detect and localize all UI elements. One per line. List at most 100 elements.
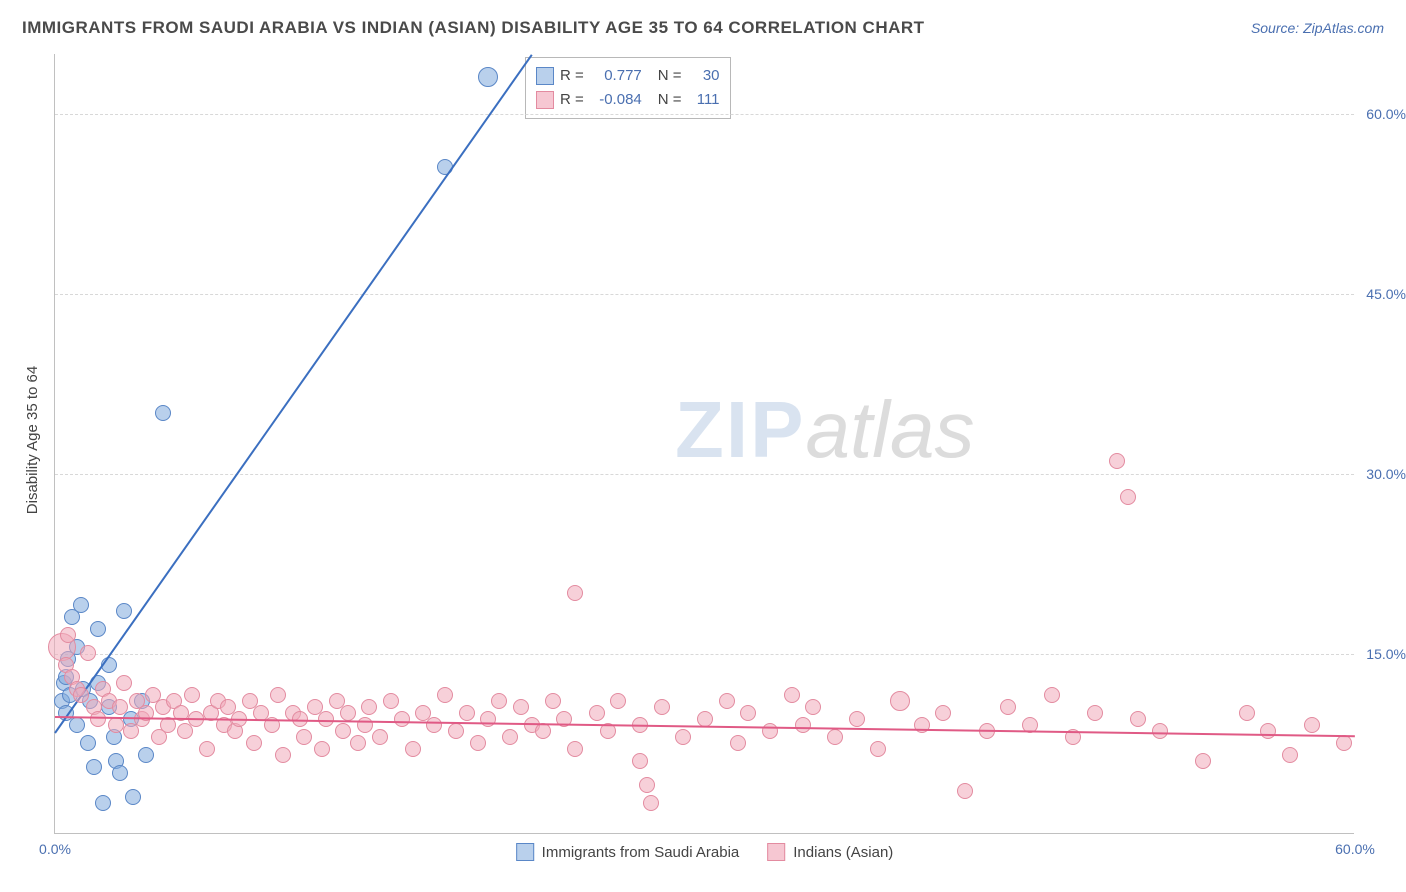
y-tick-label: 15.0% — [1358, 646, 1406, 662]
data-point-indian — [116, 675, 132, 691]
data-point-indian — [740, 705, 756, 721]
data-point-saudi — [73, 597, 89, 613]
correlation-legend: R =0.777N =30R =-0.084N =111 — [525, 57, 731, 119]
data-point-indian — [535, 723, 551, 739]
data-point-indian — [567, 741, 583, 757]
data-point-indian — [610, 693, 626, 709]
y-axis-title: Disability Age 35 to 64 — [24, 366, 41, 514]
data-point-indian — [246, 735, 262, 751]
data-point-indian — [1130, 711, 1146, 727]
chart-title: IMMIGRANTS FROM SAUDI ARABIA VS INDIAN (… — [22, 18, 925, 38]
data-point-indian — [350, 735, 366, 751]
data-point-saudi — [80, 735, 96, 751]
data-point-indian — [890, 691, 910, 711]
data-point-saudi — [155, 405, 171, 421]
data-point-indian — [805, 699, 821, 715]
legend-item: Immigrants from Saudi Arabia — [516, 843, 740, 861]
data-point-saudi — [478, 67, 498, 87]
data-point-indian — [1087, 705, 1103, 721]
data-point-indian — [270, 687, 286, 703]
data-point-indian — [361, 699, 377, 715]
legend-label: Indians (Asian) — [793, 844, 893, 861]
gridline — [55, 294, 1354, 295]
data-point-indian — [1152, 723, 1168, 739]
trend-line-saudi — [54, 54, 532, 733]
n-label: N = — [658, 64, 682, 88]
x-tick-label: 60.0% — [1335, 841, 1375, 857]
data-point-indian — [1282, 747, 1298, 763]
x-tick-label: 0.0% — [39, 841, 71, 857]
gridline — [55, 114, 1354, 115]
data-point-indian — [480, 711, 496, 727]
data-point-indian — [60, 627, 76, 643]
data-point-indian — [957, 783, 973, 799]
data-point-saudi — [90, 621, 106, 637]
data-point-indian — [199, 741, 215, 757]
series-legend: Immigrants from Saudi Arabia Indians (Asi… — [516, 843, 894, 861]
y-tick-label: 60.0% — [1358, 106, 1406, 122]
y-tick-label: 30.0% — [1358, 466, 1406, 482]
data-point-indian — [437, 687, 453, 703]
data-point-indian — [675, 729, 691, 745]
data-point-indian — [108, 717, 124, 733]
data-point-indian — [405, 741, 421, 757]
data-point-indian — [112, 699, 128, 715]
n-label: N = — [658, 88, 682, 112]
watermark-zip: ZIP — [675, 385, 805, 474]
data-point-indian — [935, 705, 951, 721]
data-point-indian — [654, 699, 670, 715]
data-point-indian — [849, 711, 865, 727]
data-point-saudi — [125, 789, 141, 805]
data-point-indian — [470, 735, 486, 751]
data-point-indian — [784, 687, 800, 703]
data-point-saudi — [138, 747, 154, 763]
scatter-plot-area: ZIPatlas R =0.777N =30R =-0.084N =111 Im… — [54, 54, 1354, 834]
data-point-indian — [1336, 735, 1352, 751]
r-label: R = — [560, 64, 584, 88]
r-value: -0.084 — [590, 88, 642, 112]
legend-row: R =-0.084N =111 — [536, 88, 720, 112]
data-point-indian — [340, 705, 356, 721]
legend-swatch — [536, 67, 554, 85]
y-tick-label: 45.0% — [1358, 286, 1406, 302]
data-point-indian — [459, 705, 475, 721]
data-point-indian — [1000, 699, 1016, 715]
n-value: 30 — [688, 64, 720, 88]
legend-swatch — [516, 843, 534, 861]
data-point-indian — [314, 741, 330, 757]
watermark-atlas: atlas — [805, 385, 974, 474]
r-label: R = — [560, 88, 584, 112]
legend-item: Indians (Asian) — [767, 843, 893, 861]
gridline — [55, 474, 1354, 475]
r-value: 0.777 — [590, 64, 642, 88]
data-point-indian — [589, 705, 605, 721]
data-point-indian — [372, 729, 388, 745]
data-point-indian — [80, 645, 96, 661]
data-point-indian — [1044, 687, 1060, 703]
data-point-indian — [632, 753, 648, 769]
gridline — [55, 654, 1354, 655]
data-point-indian — [762, 723, 778, 739]
legend-label: Immigrants from Saudi Arabia — [542, 844, 740, 861]
data-point-saudi — [95, 795, 111, 811]
chart-header: IMMIGRANTS FROM SAUDI ARABIA VS INDIAN (… — [0, 0, 1406, 48]
data-point-saudi — [116, 603, 132, 619]
data-point-indian — [827, 729, 843, 745]
data-point-indian — [513, 699, 529, 715]
data-point-saudi — [112, 765, 128, 781]
data-point-indian — [296, 729, 312, 745]
legend-swatch — [767, 843, 785, 861]
data-point-indian — [730, 735, 746, 751]
data-point-indian — [1260, 723, 1276, 739]
data-point-indian — [870, 741, 886, 757]
data-point-indian — [184, 687, 200, 703]
data-point-saudi — [86, 759, 102, 775]
data-point-indian — [335, 723, 351, 739]
data-point-indian — [719, 693, 735, 709]
data-point-indian — [357, 717, 373, 733]
data-point-indian — [567, 585, 583, 601]
watermark: ZIPatlas — [675, 384, 974, 476]
data-point-indian — [275, 747, 291, 763]
data-point-indian — [545, 693, 561, 709]
data-point-indian — [90, 711, 106, 727]
